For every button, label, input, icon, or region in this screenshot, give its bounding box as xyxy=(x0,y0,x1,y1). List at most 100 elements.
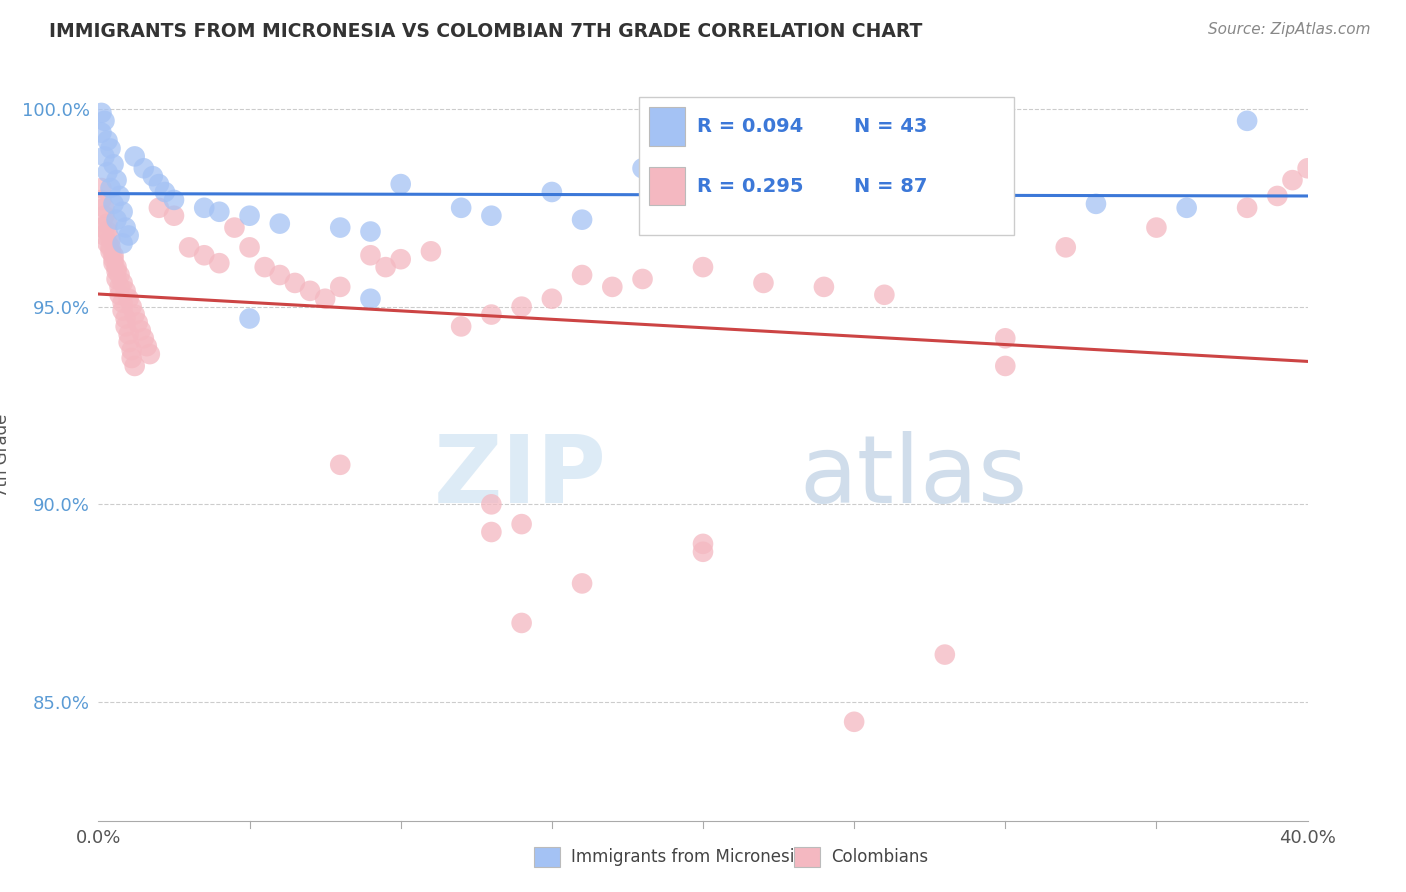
Point xyxy=(631,161,654,176)
Text: Immigrants from Micronesia: Immigrants from Micronesia xyxy=(571,848,804,866)
Point xyxy=(111,236,134,251)
Point xyxy=(752,169,775,184)
Point xyxy=(1175,201,1198,215)
Point xyxy=(329,220,352,235)
Point xyxy=(93,149,115,163)
Point xyxy=(118,228,141,243)
Point xyxy=(571,212,593,227)
Point xyxy=(1267,189,1289,203)
Point xyxy=(1296,161,1319,176)
Bar xyxy=(648,108,685,145)
Point xyxy=(360,225,382,239)
Point xyxy=(360,292,382,306)
Point xyxy=(193,201,215,215)
Point xyxy=(692,537,714,551)
Point xyxy=(105,212,128,227)
Point xyxy=(239,311,262,326)
Text: R = 0.094: R = 0.094 xyxy=(697,117,803,136)
Point xyxy=(510,615,533,630)
Point xyxy=(93,209,115,223)
Bar xyxy=(648,168,685,205)
Point xyxy=(132,331,155,345)
Point xyxy=(114,319,136,334)
Point xyxy=(239,209,262,223)
Point xyxy=(481,308,503,322)
Point xyxy=(90,106,112,120)
Y-axis label: 7th Grade: 7th Grade xyxy=(0,413,11,497)
Point xyxy=(1236,201,1258,215)
Point xyxy=(96,165,118,179)
Point xyxy=(481,209,503,223)
Point xyxy=(510,517,533,532)
Text: Source: ZipAtlas.com: Source: ZipAtlas.com xyxy=(1208,22,1371,37)
Point xyxy=(374,260,396,274)
Point xyxy=(100,240,122,254)
Point xyxy=(314,292,336,306)
Point xyxy=(193,248,215,262)
Point xyxy=(103,252,125,267)
Point xyxy=(105,173,128,187)
Point xyxy=(121,351,143,365)
Point xyxy=(105,264,128,278)
Point xyxy=(148,177,170,191)
Point xyxy=(153,185,176,199)
Point xyxy=(631,272,654,286)
Point xyxy=(127,316,149,330)
Point xyxy=(93,113,115,128)
Point xyxy=(100,244,122,259)
Point xyxy=(103,256,125,270)
Point xyxy=(103,157,125,171)
Point xyxy=(103,248,125,262)
Point xyxy=(108,280,131,294)
Point xyxy=(121,300,143,314)
Point xyxy=(389,177,412,191)
Point xyxy=(873,181,896,195)
Point xyxy=(142,169,165,184)
Point xyxy=(571,576,593,591)
Point xyxy=(124,149,146,163)
Point xyxy=(118,292,141,306)
Point xyxy=(124,308,146,322)
Text: ZIP: ZIP xyxy=(433,431,606,523)
Point xyxy=(540,185,562,199)
Bar xyxy=(638,96,1014,235)
Point xyxy=(1144,220,1167,235)
Point xyxy=(103,197,125,211)
Point xyxy=(994,331,1017,345)
Point xyxy=(1054,240,1077,254)
Point xyxy=(105,272,128,286)
Point xyxy=(844,714,866,729)
Point xyxy=(90,220,112,235)
Point xyxy=(139,347,162,361)
Point xyxy=(93,201,115,215)
Point xyxy=(239,240,262,254)
Point xyxy=(93,228,115,243)
Point xyxy=(111,204,134,219)
Point xyxy=(108,268,131,282)
Point xyxy=(129,323,152,337)
Point xyxy=(96,134,118,148)
Point xyxy=(96,217,118,231)
Point xyxy=(994,189,1017,203)
Point xyxy=(994,359,1017,373)
Point xyxy=(121,343,143,358)
Text: N = 87: N = 87 xyxy=(855,177,928,196)
Point xyxy=(1085,197,1108,211)
Point xyxy=(179,240,201,254)
Point xyxy=(114,220,136,235)
Point xyxy=(114,311,136,326)
Point xyxy=(105,260,128,274)
Point xyxy=(1281,173,1303,187)
Point xyxy=(420,244,443,259)
Point xyxy=(163,193,186,207)
Point xyxy=(1236,113,1258,128)
Point xyxy=(163,209,186,223)
Text: R = 0.295: R = 0.295 xyxy=(697,177,803,196)
Text: IMMIGRANTS FROM MICRONESIA VS COLOMBIAN 7TH GRADE CORRELATION CHART: IMMIGRANTS FROM MICRONESIA VS COLOMBIAN … xyxy=(49,22,922,41)
Point xyxy=(208,256,231,270)
Point xyxy=(692,260,714,274)
Point xyxy=(510,300,533,314)
Point xyxy=(111,276,134,290)
Point xyxy=(148,201,170,215)
Point xyxy=(135,339,157,353)
